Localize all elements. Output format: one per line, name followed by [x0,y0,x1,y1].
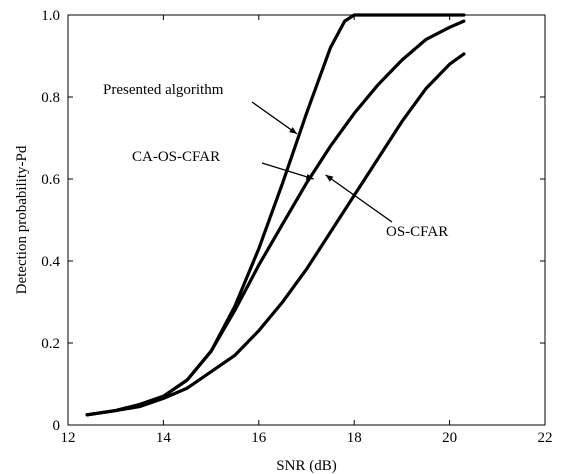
annotation-label-presented-algorithm: Presented algorithm [103,82,224,98]
x-axis-label: SNR (dB) [276,458,336,474]
annotation-arrow-ca-os-cfar [261,162,314,180]
annotation-arrow-presented-algorithm-head [289,127,297,134]
y-tick-label: 0.4 [41,254,60,270]
plot-frame [67,14,546,426]
y-tick-label: 0.8 [41,90,60,106]
series-line-ca-os-cfar [85,19,466,417]
annotation-arrow-os-cfar-head [325,174,334,182]
y-tick-label: 0.6 [41,172,60,188]
annotation-arrow-ca-os-cfar-head [305,173,314,180]
x-tick-label: 16 [251,430,267,446]
x-tick-label: 22 [538,430,553,446]
y-axis-label: Detection probability-Pd [14,145,30,294]
y-tick-label: 0.2 [41,336,60,352]
x-tick-label: 20 [442,430,457,446]
series-layer [85,13,466,417]
annotation-arrow-presented-algorithm [251,101,298,135]
annotation-label-ca-os-cfar: CA-OS-CFAR [132,149,220,165]
annotation-arrow-os-cfar [325,174,393,223]
x-tick-label: 12 [61,430,76,446]
axis-ticks: 12 14 16 18 20 22 0 0.2 0.4 0.6 0.8 1.0 [41,8,552,446]
series-line-os-cfar [85,52,466,417]
x-tick-label: 14 [156,430,172,446]
y-tick-label: 0 [53,418,61,434]
annotation-label-os-cfar: OS-CFAR [386,224,448,240]
y-tick-label: 1.0 [41,8,60,24]
annotation-layer: Presented algorithm CA-OS-CFAR OS-CFAR [103,82,448,240]
x-tick-label: 18 [347,430,362,446]
